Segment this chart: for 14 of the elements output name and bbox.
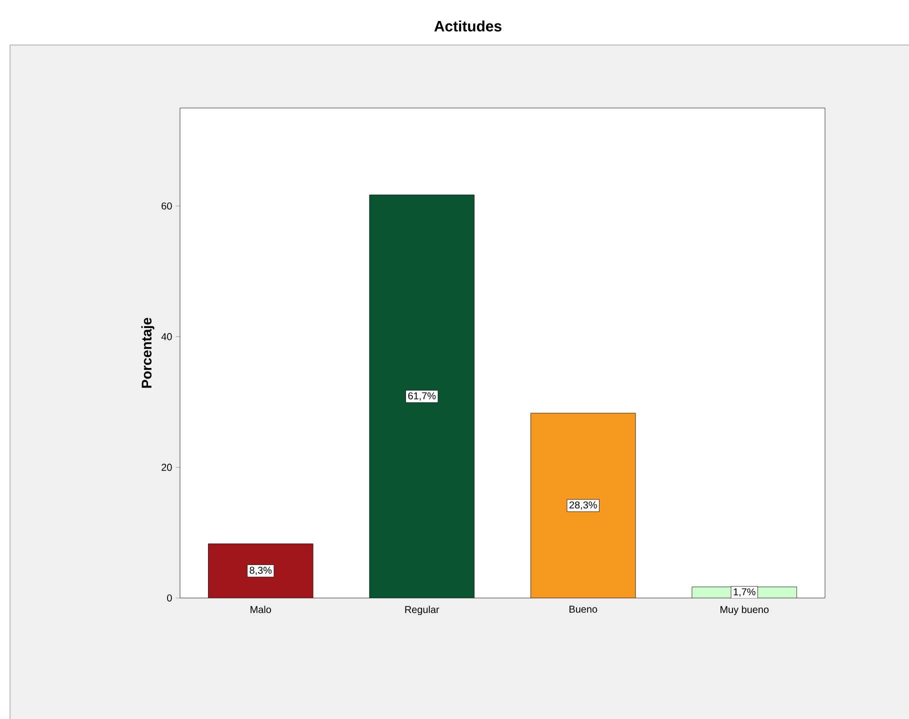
x-tick-label: Regular <box>405 606 440 616</box>
x-tick-label: Bueno <box>570 606 598 613</box>
y-axis-title: Porcentaje <box>141 318 154 388</box>
y-tick-label: 0 <box>167 594 172 602</box>
data-label: 1,7% <box>734 588 756 597</box>
data-label: 28,3% <box>570 501 597 510</box>
x-tick-label: Muy bueno <box>720 606 769 616</box>
chart-title: Actitudes <box>434 20 502 32</box>
x-tick-label: Malo <box>250 606 272 614</box>
y-tick-label: 20 <box>162 464 172 471</box>
data-label: 8,3% <box>250 566 272 576</box>
y-tick-label: 60 <box>162 202 172 210</box>
y-tick-label: 40 <box>161 333 172 340</box>
data-label: 61,7% <box>408 392 436 401</box>
